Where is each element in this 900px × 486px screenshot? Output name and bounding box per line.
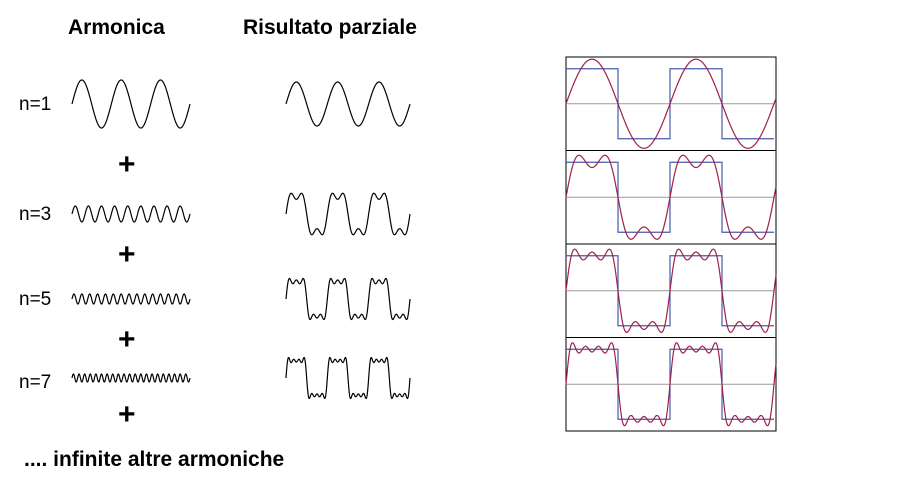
approximation-wave-n1 [565,58,777,149]
plus-sign: + [118,238,136,271]
approximation-wave-n5 [565,248,777,333]
plus-sign: + [118,148,136,181]
footer-note: .... infinite altre armoniche [24,448,285,471]
harmonic-wave-n7 [71,373,191,383]
harmonic-waves [71,79,191,383]
approximation-wave-n7 [565,342,777,427]
harmonic-wave-n1 [71,79,191,129]
harmonic-label-n3: n=3 [19,204,52,225]
partial-sum-waves [285,81,411,400]
harmonic-wave-n5 [71,293,191,305]
plus-sign: + [118,323,136,356]
harmonic-label-n1: n=1 [19,94,52,115]
harmonic-label-n5: n=5 [19,289,52,310]
partial-sum-wave-n7 [285,356,411,400]
partial-sum-wave-n3 [285,192,411,236]
header-partial-result: Risultato parziale [243,16,417,39]
partial-sum-wave-n1 [285,81,411,127]
comparison-panels [565,56,777,432]
plus-sign: + [118,398,136,431]
partial-sum-wave-n5 [285,277,411,321]
header-harmonic: Armonica [68,16,165,39]
harmonic-wave-n3 [71,205,191,223]
harmonic-label-n7: n=7 [19,372,52,393]
approximation-wave-n3 [565,154,777,240]
